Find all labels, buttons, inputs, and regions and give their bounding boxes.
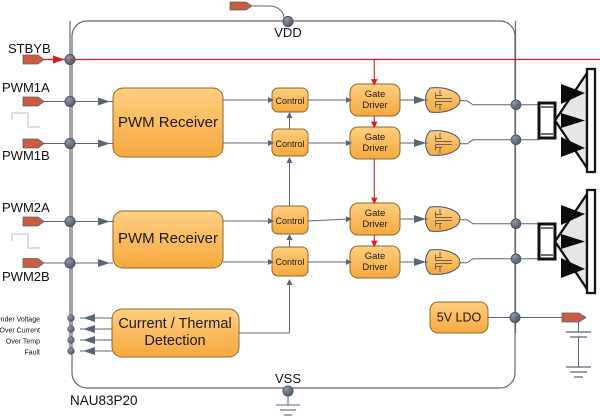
svg-text:5V LDO: 5V LDO — [437, 311, 482, 325]
svg-text:VDD: VDD — [274, 25, 301, 40]
svg-text:Fault: Fault — [24, 350, 40, 357]
svg-text:Detection: Detection — [144, 333, 205, 349]
svg-text:Driver: Driver — [362, 143, 387, 154]
svg-text:Over Current: Over Current — [0, 328, 40, 335]
svg-text:Control: Control — [275, 216, 304, 226]
svg-text:Driver: Driver — [362, 219, 387, 230]
svg-text:VSS: VSS — [275, 371, 301, 386]
svg-text:PWM1A: PWM1A — [2, 80, 50, 95]
svg-text:PWM1B: PWM1B — [2, 148, 50, 163]
svg-text:PWM Receiver: PWM Receiver — [118, 230, 218, 247]
svg-text:PWM2A: PWM2A — [2, 200, 50, 215]
svg-text:Under Voltage: Under Voltage — [0, 317, 40, 324]
svg-text:Gate: Gate — [365, 208, 386, 219]
svg-text:PWM2B: PWM2B — [2, 269, 50, 284]
svg-text:Gate: Gate — [365, 251, 386, 262]
svg-text:Over Temp: Over Temp — [6, 339, 40, 346]
svg-text:PWM Receiver: PWM Receiver — [118, 114, 218, 131]
svg-text:Control: Control — [275, 139, 304, 149]
svg-text:Gate: Gate — [365, 89, 386, 100]
svg-text:Control: Control — [275, 96, 304, 106]
svg-text:Current / Thermal: Current / Thermal — [118, 316, 231, 332]
svg-text:Gate: Gate — [365, 132, 386, 143]
svg-text:STBYB: STBYB — [8, 41, 51, 56]
svg-text:Driver: Driver — [362, 262, 387, 273]
svg-text:Driver: Driver — [362, 100, 387, 111]
svg-text:Control: Control — [275, 257, 304, 267]
svg-text:NAU83P20: NAU83P20 — [70, 393, 138, 408]
